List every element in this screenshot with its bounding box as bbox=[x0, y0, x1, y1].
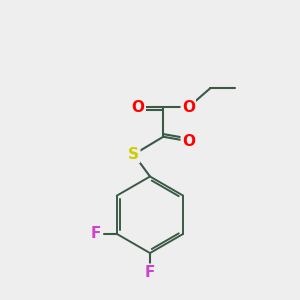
Text: O: O bbox=[182, 100, 195, 115]
Text: F: F bbox=[91, 226, 101, 242]
Text: F: F bbox=[145, 265, 155, 280]
Text: O: O bbox=[132, 100, 145, 115]
Text: O: O bbox=[182, 134, 195, 149]
Text: S: S bbox=[128, 147, 139, 162]
